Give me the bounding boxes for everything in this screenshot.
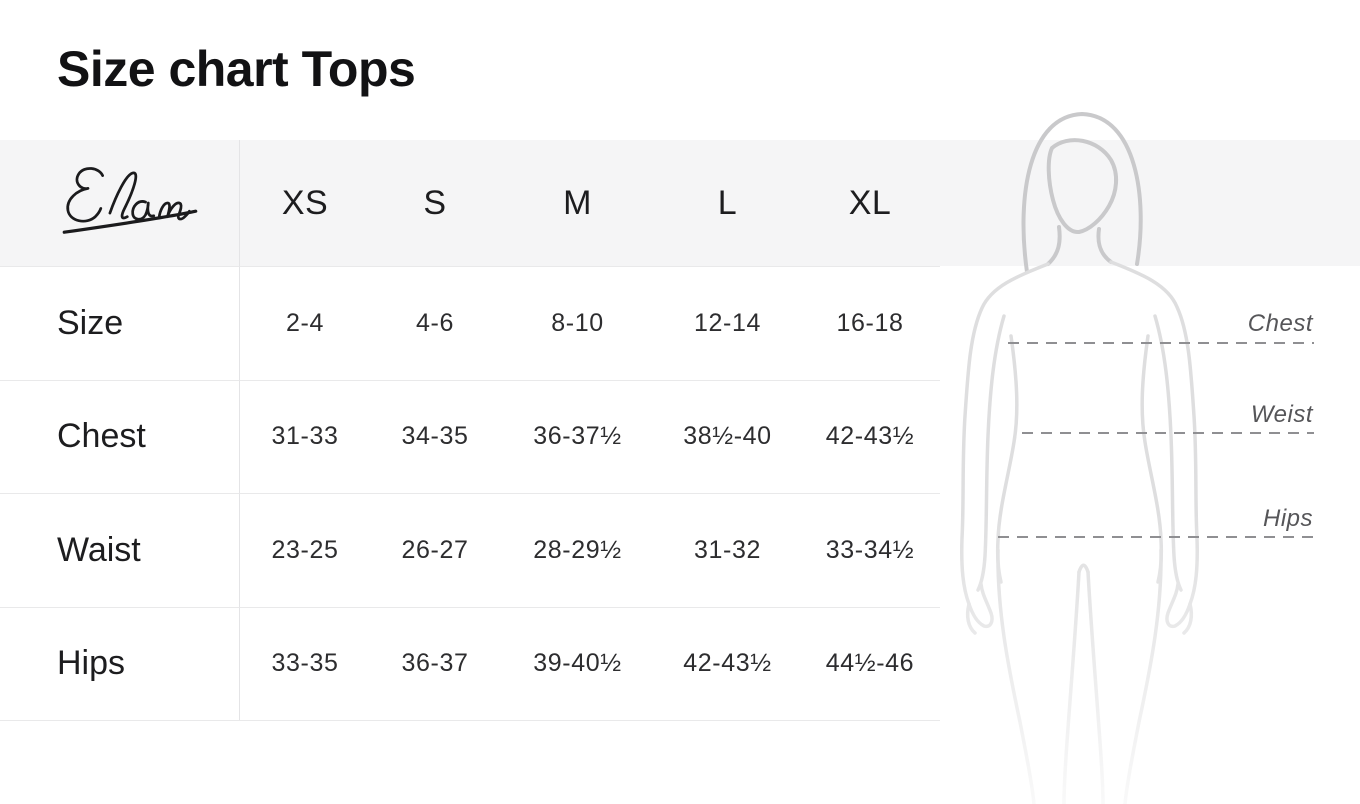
hips-measure-line — [998, 536, 1314, 538]
figure-fade-overlay — [940, 510, 1360, 804]
figure-neck-right — [1096, 227, 1113, 264]
waist-measure-label: Weist — [1250, 401, 1313, 428]
cell-hips-xs: 33-35 — [240, 606, 370, 721]
row-label-waist: Waist — [0, 493, 240, 607]
cell-waist-xl: 33-34½ — [800, 493, 940, 607]
table-bottom-border — [0, 720, 940, 721]
figure-neck-left — [1046, 225, 1062, 266]
row-label-size: Size — [0, 266, 240, 380]
female-figure-illustration — [940, 112, 1360, 804]
size-col-header-l: L — [717, 183, 738, 222]
elan-logo — [62, 167, 198, 234]
chest-measure-line — [1008, 342, 1314, 344]
size-chart-table: Elan XS S M L XL Size 2-4 4-6 8-10 12-14… — [0, 140, 940, 720]
cell-chest-xs: 31-33 — [240, 379, 370, 494]
cell-hips-xl: 44½-46 — [800, 606, 940, 721]
cell-waist-l: 31-32 — [655, 493, 800, 607]
cell-chest-s: 34-35 — [370, 379, 500, 494]
cell-waist-xs: 23-25 — [240, 493, 370, 607]
figure-hair — [1021, 112, 1143, 274]
cell-size-m: 8-10 — [500, 266, 655, 380]
waist-measure-line — [1022, 432, 1314, 434]
size-col-header-xs: XS — [281, 183, 329, 222]
cell-chest-m: 36-37½ — [500, 379, 655, 494]
cell-chest-xl: 42-43½ — [800, 379, 940, 494]
size-col-header-m: M — [563, 183, 592, 222]
cell-size-xl: 16-18 — [800, 266, 940, 380]
size-col-header-s: S — [423, 183, 447, 222]
figure-head-group — [1021, 112, 1143, 274]
hips-measure-label: Hips — [1262, 505, 1313, 532]
row-label-chest: Chest — [0, 379, 240, 493]
cell-hips-m: 39-40½ — [500, 606, 655, 721]
cell-waist-m: 28-29½ — [500, 493, 655, 607]
brand-logo-cell: Elan — [0, 140, 240, 266]
row-label-hips: Hips — [0, 606, 240, 720]
figure-face — [1046, 138, 1118, 234]
size-col-header-xl: XL — [848, 183, 892, 222]
cell-size-l: 12-14 — [655, 266, 800, 380]
cell-hips-s: 36-37 — [370, 606, 500, 721]
cell-size-s: 4-6 — [370, 266, 500, 380]
cell-size-xs: 2-4 — [240, 266, 370, 380]
page-title: Size chart Tops — [57, 41, 416, 97]
cell-chest-l: 38½-40 — [655, 379, 800, 494]
cell-hips-l: 42-43½ — [655, 606, 800, 721]
cell-waist-s: 26-27 — [370, 493, 500, 607]
chest-measure-label: Chest — [1247, 310, 1313, 337]
